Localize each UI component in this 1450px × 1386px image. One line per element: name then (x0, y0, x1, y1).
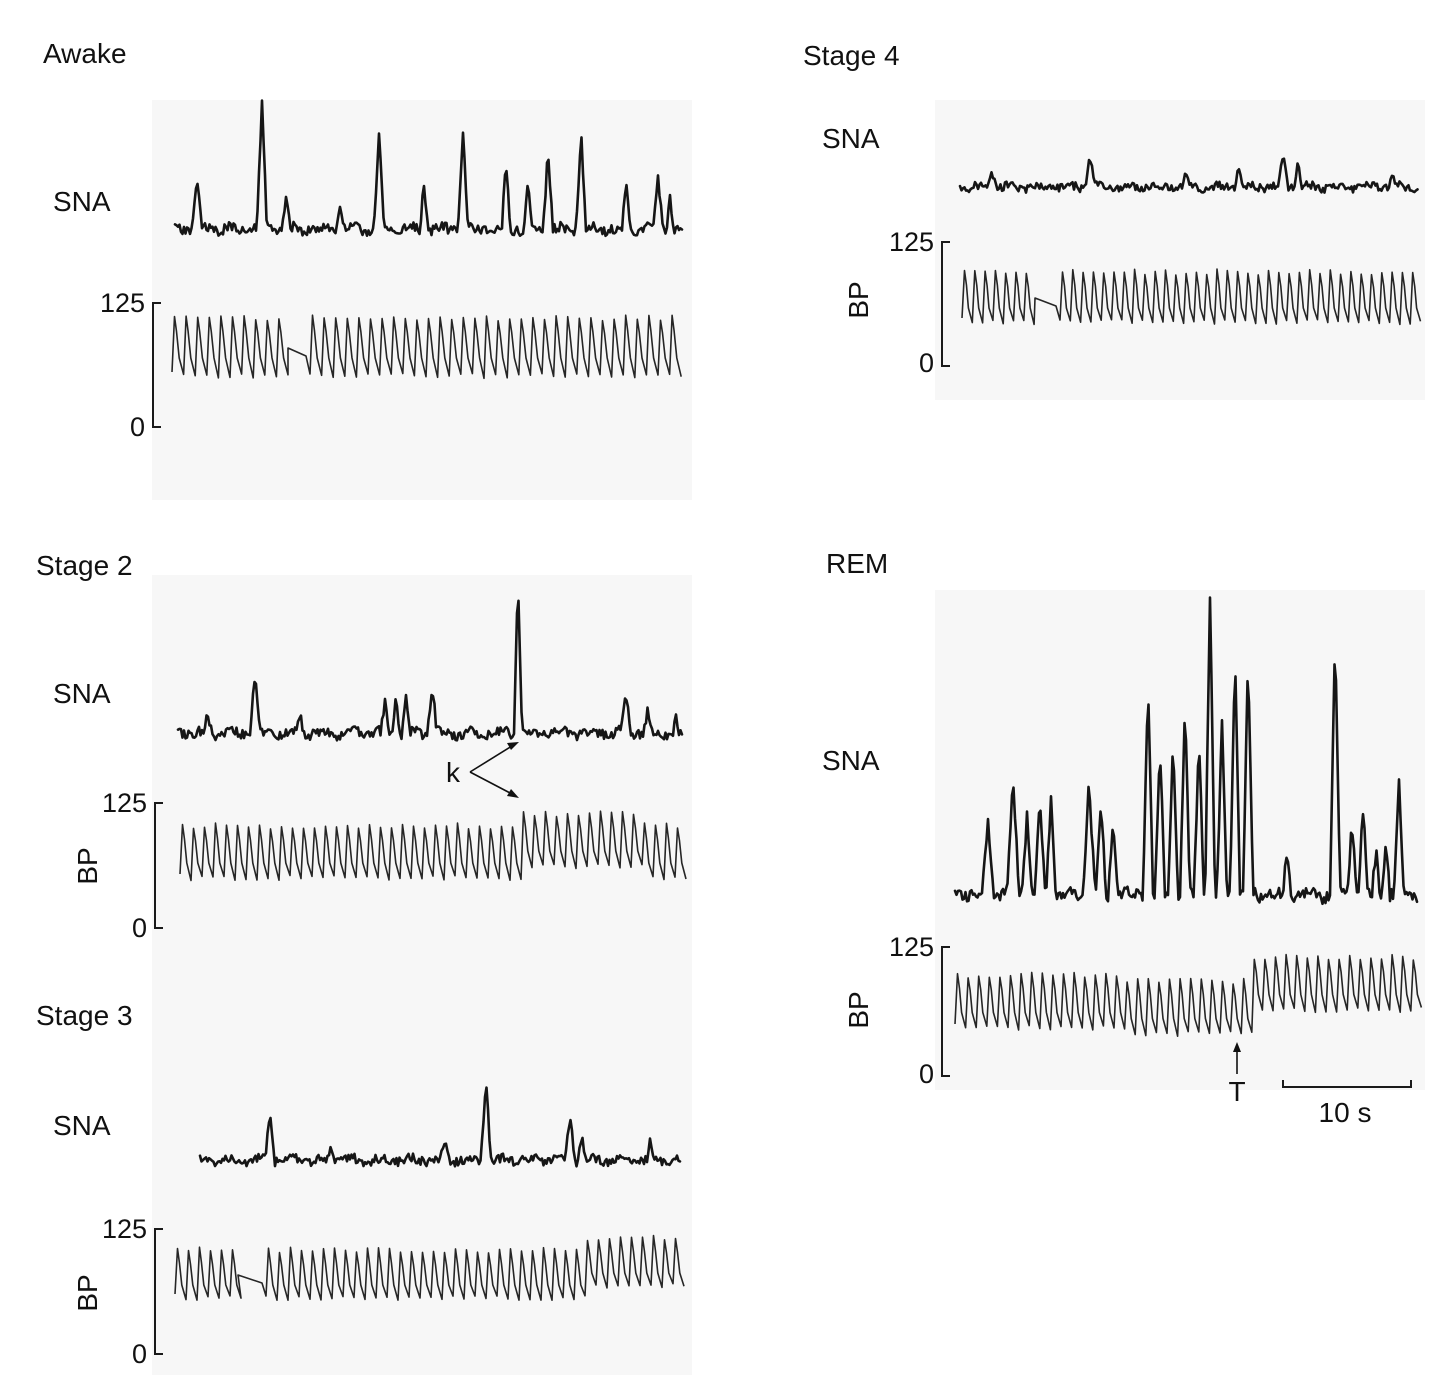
sna-label: SNA (822, 745, 880, 776)
bp-axis-min: 0 (919, 1059, 934, 1089)
bp-axis-min: 0 (132, 1339, 147, 1369)
k-arrow-to-bp (469, 771, 513, 795)
sna-label: SNA (53, 186, 111, 217)
sna-label: SNA (822, 123, 880, 154)
bp-axis-bracket (941, 946, 950, 1077)
bp-axis-bracket (941, 241, 950, 367)
k-complex-marker: k (446, 742, 519, 798)
time-scale-bar: 10 s (1282, 1080, 1412, 1128)
panel-title: Awake (43, 38, 127, 69)
panel-stage2: Stage 2 SNA 125 0 BP k (36, 550, 687, 943)
bp-trace (179, 810, 687, 882)
panel-title: Stage 4 (803, 40, 900, 71)
sna-trace (198, 1086, 682, 1168)
bp-label: BP (843, 991, 874, 1028)
sna-label: SNA (53, 678, 111, 709)
sna-trace (176, 599, 684, 742)
sna-trace (953, 596, 1419, 906)
bp-label: BP (72, 847, 103, 884)
panel-rem: REM SNA 125 0 BP T 10 s (822, 548, 1423, 1128)
bp-label: BP (72, 1274, 103, 1311)
bp-axis-max: 125 (100, 288, 145, 318)
bp-axis-bracket (154, 1228, 163, 1355)
bp-axis-bracket (152, 302, 161, 428)
bp-label: BP (843, 281, 874, 318)
t-marker: T (1228, 1042, 1246, 1107)
bp-axis-bracket (154, 802, 163, 929)
panel-awake: Awake SNA 125 0 (43, 38, 684, 442)
bp-axis-min: 0 (919, 348, 934, 378)
bp-trace (954, 953, 1423, 1037)
bp-axis-max: 125 (102, 788, 147, 818)
bp-axis-max: 125 (102, 1214, 147, 1244)
left-lower-panel-bg (152, 575, 692, 1375)
bp-trace (171, 314, 682, 380)
t-arrowhead (1233, 1042, 1241, 1052)
bp-trace (174, 1234, 685, 1301)
bp-axis-max: 125 (889, 227, 934, 257)
bp-axis-min: 0 (130, 412, 145, 442)
stage4-panel-bg (935, 100, 1425, 400)
k-label: k (446, 757, 461, 788)
scale-bar-label: 10 s (1319, 1097, 1372, 1128)
panel-stage4: Stage 4 SNA 125 0 BP (803, 40, 1422, 378)
k-arrow-to-sna (469, 745, 513, 773)
sna-trace (173, 99, 684, 238)
bp-axis-max: 125 (889, 932, 934, 962)
panel-stage3: Stage 3 SNA 125 0 BP (36, 1000, 685, 1369)
panel-title: Stage 3 (36, 1000, 133, 1031)
sna-trace (958, 157, 1419, 194)
sna-label: SNA (53, 1110, 111, 1141)
scale-bar-line (1282, 1080, 1412, 1088)
t-label: T (1228, 1076, 1245, 1107)
k-arrowhead-bp (507, 789, 519, 798)
panel-title: Stage 2 (36, 550, 133, 581)
bp-trace (961, 268, 1422, 326)
bp-axis-min: 0 (132, 913, 147, 943)
panel-title: REM (826, 548, 888, 579)
k-arrowhead-sna (507, 742, 519, 750)
awake-panel-bg (152, 100, 692, 500)
